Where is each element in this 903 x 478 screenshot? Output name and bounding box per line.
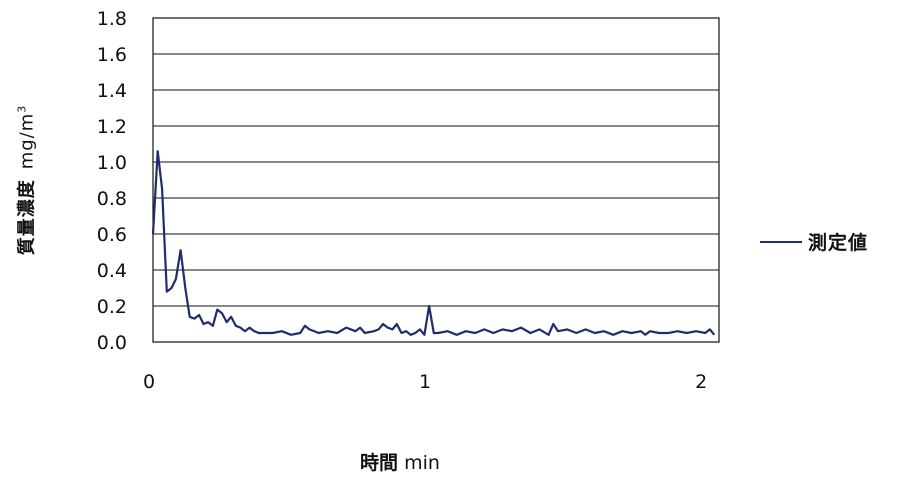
y-tick-label: 0.4 — [97, 260, 127, 282]
x-tick-label: 1 — [419, 371, 431, 393]
legend-swatch — [760, 240, 802, 243]
y-axis-unit-exponent: 3 — [15, 104, 28, 113]
y-tick-label: 0.2 — [97, 296, 127, 318]
plot-area — [152, 17, 720, 343]
y-tick-label: 1.0 — [97, 152, 127, 174]
y-tick-label: 0.6 — [97, 224, 127, 246]
y-tick-label: 1.8 — [97, 8, 127, 30]
legend: 測定値 — [760, 228, 868, 255]
grid-lines — [153, 53, 719, 307]
legend-label: 測定値 — [808, 232, 869, 254]
y-axis-ticks: 0.0 0.2 0.4 0.6 0.8 1.0 1.2 1.4 1.6 1.8 — [97, 8, 127, 354]
series-line-measured — [151, 150, 716, 336]
x-axis-label-main: 時間 — [360, 452, 399, 474]
x-axis-label: 時間 min — [360, 448, 440, 475]
x-tick-label: 2 — [695, 371, 707, 393]
y-tick-label: 1.4 — [97, 80, 127, 102]
y-axis-unit-text: mg/m — [16, 112, 37, 170]
y-tick-label: 1.2 — [97, 116, 127, 138]
y-tick-label: 0.8 — [97, 188, 127, 210]
x-axis-label-unit: min — [404, 452, 440, 474]
y-axis-label-wrap: 質量濃度 mg/m3 — [8, 60, 42, 300]
x-axis-ticks: 0 1 2 — [143, 371, 707, 393]
y-tick-label: 1.6 — [97, 44, 127, 66]
y-axis-label-main: 質量濃度 — [16, 179, 37, 256]
y-axis-label-unit: mg/m3 — [15, 104, 37, 170]
x-tick-label: 0 — [143, 371, 155, 393]
y-tick-label: 0.0 — [97, 332, 127, 354]
y-axis-label: 質量濃度 mg/m3 — [12, 105, 38, 256]
